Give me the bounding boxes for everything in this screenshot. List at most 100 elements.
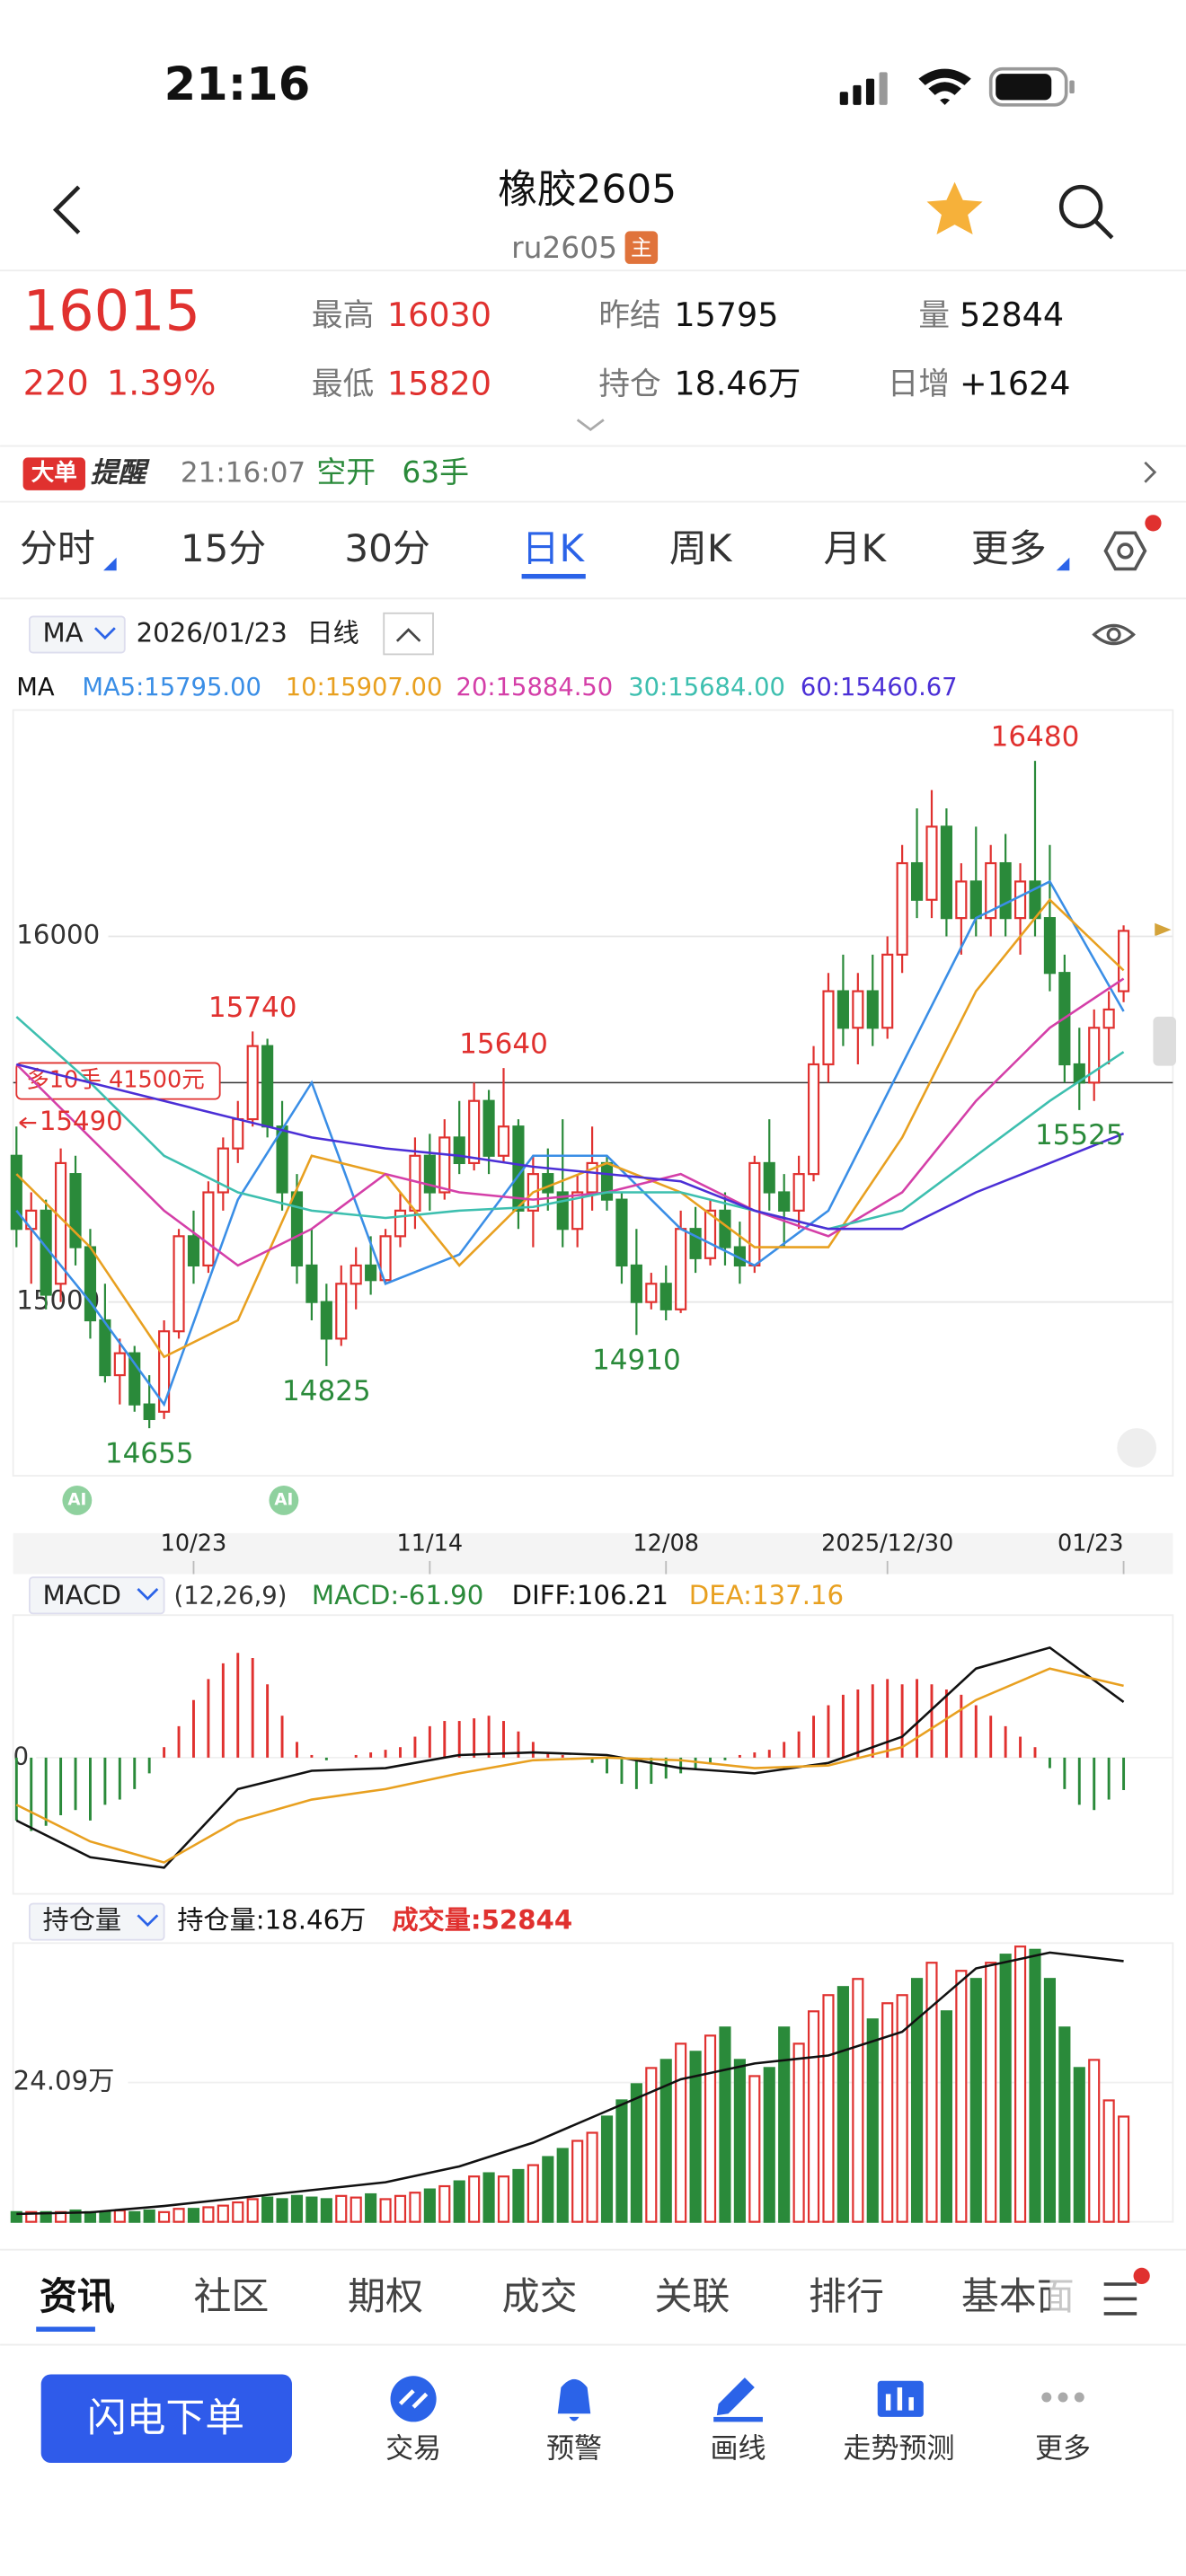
alert-icon[interactable] (557, 2378, 591, 2422)
toolbar-label[interactable]: 走势预测 (843, 2432, 954, 2465)
period-tab[interactable]: 分时 (20, 526, 95, 570)
period-tab[interactable]: 更多 (971, 526, 1047, 570)
page-title: 橡胶2605 (498, 167, 677, 213)
more-icon[interactable] (1041, 2392, 1084, 2403)
volume-select[interactable] (28, 1902, 165, 1941)
volume-bar (143, 2209, 155, 2223)
macd-select[interactable] (28, 1576, 165, 1615)
candle-body (246, 1045, 259, 1121)
back-button[interactable] (52, 185, 81, 234)
ma-line (15, 1016, 1125, 1231)
favorite-star[interactable] (926, 181, 983, 235)
toolbar-label[interactable]: 交易 (385, 2432, 441, 2465)
candle-body (335, 1283, 348, 1340)
clock: 21:16 (164, 58, 311, 111)
quote-label: 最高 (312, 297, 374, 333)
volume-bar (704, 2034, 717, 2223)
candle-body (807, 1063, 820, 1176)
annotation: 14655 (105, 1437, 194, 1469)
news-tab[interactable]: 关联 (654, 2274, 730, 2318)
indicator-select[interactable] (28, 615, 126, 654)
volume-bar (896, 1994, 908, 2223)
volume-bar (1013, 1945, 1027, 2223)
ai-badge[interactable] (269, 1485, 299, 1515)
volume-bar (1118, 2115, 1130, 2223)
volume-bar (232, 2201, 244, 2223)
period-tab[interactable]: 日K (522, 526, 586, 570)
legend-entry: 20:15884.50 (456, 674, 614, 701)
period-tab[interactable]: 30分 (344, 526, 429, 570)
candle-body (84, 1246, 97, 1322)
news-tab[interactable]: 资讯 (40, 2274, 115, 2318)
volume-bar (1058, 2026, 1071, 2223)
collapse-button[interactable] (383, 612, 434, 656)
legend-entry: 30:15684.00 (628, 674, 785, 701)
volume-bar (320, 2198, 332, 2223)
volume-bar (645, 2067, 658, 2223)
legend-entry: 10:15907.00 (286, 674, 443, 701)
badge-text: 主 (631, 235, 652, 260)
news-tab[interactable]: 社区 (193, 2274, 269, 2318)
expand-chevron[interactable] (576, 419, 605, 432)
candle-body (453, 1136, 465, 1165)
volume-bar (955, 1970, 968, 2223)
toolbar-label[interactable]: 更多 (1035, 2432, 1091, 2465)
tab-caret (103, 557, 117, 571)
volume-bar (202, 2206, 215, 2223)
draw-icon[interactable] (713, 2378, 763, 2422)
volume-bar (866, 2018, 879, 2223)
news-tab[interactable]: 期权 (348, 2274, 423, 2318)
volume-bar (1102, 2099, 1115, 2223)
volume-label: 成交量:52844 (392, 1905, 572, 1936)
macd-line (15, 1667, 1124, 1864)
toolbar-label[interactable]: 预警 (546, 2432, 602, 2465)
candle-body (985, 861, 997, 920)
side-handle[interactable] (1153, 1016, 1176, 1066)
volume-bar (276, 2198, 288, 2223)
last-price: 16015 (23, 278, 200, 344)
alert-time: 21:16:07 (181, 457, 305, 490)
period-tab[interactable]: 15分 (181, 526, 266, 570)
predict-icon[interactable] (877, 2380, 924, 2417)
oi-line (16, 1951, 1124, 2216)
period-tab[interactable]: 周K (669, 526, 733, 570)
ma-line (15, 977, 1125, 1267)
candle-body (158, 1330, 171, 1413)
ai-badge[interactable] (62, 1485, 93, 1515)
volume-bar (852, 1978, 864, 2223)
settings-button[interactable] (1103, 515, 1162, 571)
volume-bar (719, 2026, 731, 2223)
quote-value: 52844 (960, 296, 1064, 334)
quote-value: +1624 (960, 365, 1070, 403)
alert-more[interactable] (1144, 461, 1157, 483)
news-tab[interactable]: 成交 (502, 2274, 578, 2318)
trade-icon[interactable] (390, 2376, 437, 2422)
toolbar-label[interactable]: 画线 (711, 2432, 766, 2465)
volume-bar (69, 2209, 82, 2223)
fullscreen-button[interactable] (1117, 1428, 1157, 1468)
candle-body (999, 861, 1012, 920)
search-button[interactable] (1058, 184, 1114, 240)
candle-body (217, 1147, 229, 1194)
annotation: 14825 (282, 1375, 371, 1407)
alert-badge (22, 457, 85, 490)
volume-bar (99, 2210, 111, 2223)
eye-toggle[interactable] (1092, 623, 1136, 646)
volume-bar (778, 2026, 791, 2223)
candle-body (394, 1209, 407, 1238)
news-tab[interactable]: 排行 (809, 2274, 884, 2318)
menu-button[interactable] (1103, 2267, 1150, 2316)
volume-bar (925, 1962, 938, 2223)
period-tab[interactable]: 月K (823, 526, 887, 570)
volume-bar (586, 2131, 598, 2223)
candle-body (350, 1264, 362, 1285)
volume-bar (453, 2180, 465, 2223)
candle-body (113, 1352, 126, 1377)
quote-value: 18.46万 (674, 365, 801, 403)
quick-order-button[interactable] (40, 2374, 293, 2464)
volume-bar (482, 2172, 495, 2223)
alert-badge-text: 大单 (31, 460, 77, 487)
volume-bar (173, 2208, 185, 2223)
ma-line (15, 879, 1125, 1407)
